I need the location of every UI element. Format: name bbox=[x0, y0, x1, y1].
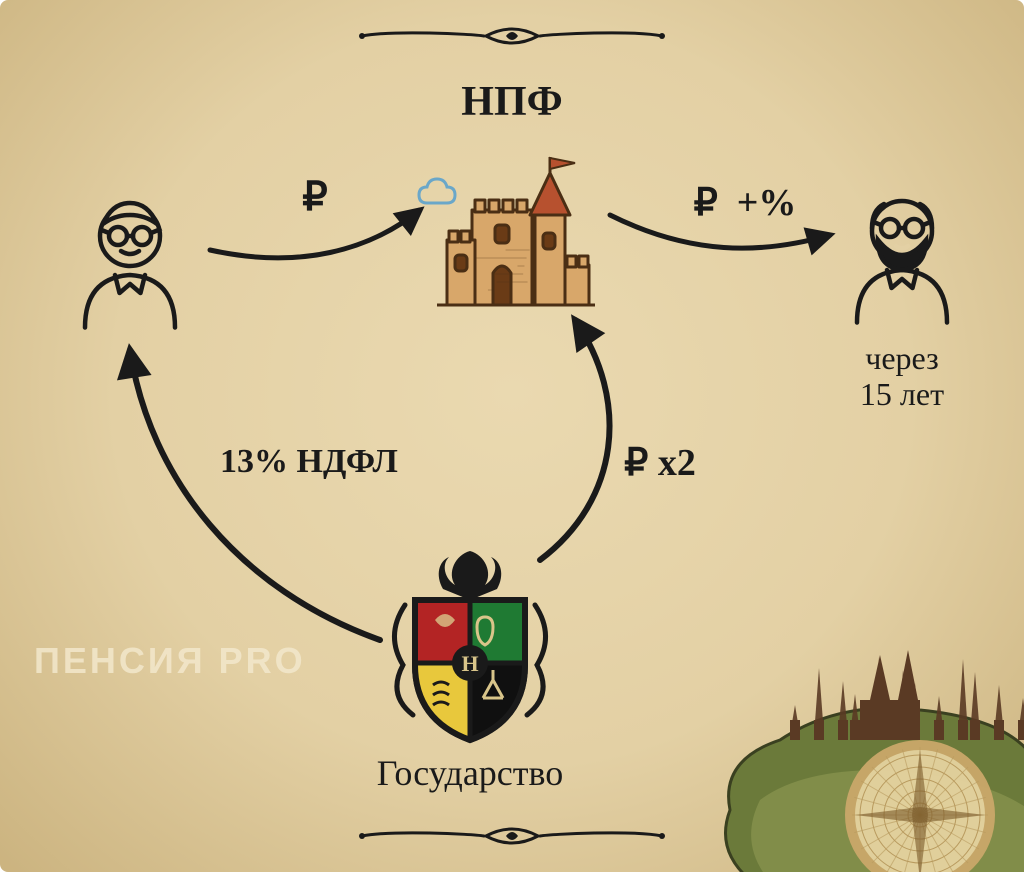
edge-label-npf_to_old: ₽ +% bbox=[665, 180, 825, 225]
npf-castle-icon bbox=[417, 155, 607, 315]
npf-title: НПФ bbox=[432, 78, 592, 126]
person-old-label-2: 15 лет bbox=[822, 376, 982, 413]
state-crest-icon: H bbox=[385, 545, 555, 755]
edge-label-young_to_npf: ₽ bbox=[235, 173, 395, 220]
watermark-part2: PRO bbox=[219, 640, 306, 681]
person-old-label: через bbox=[822, 340, 982, 377]
ornament bbox=[359, 829, 665, 843]
map-decoration-icon bbox=[720, 600, 1024, 872]
edge-state_to_young bbox=[130, 350, 380, 640]
watermark-part1: ПЕНСИЯ bbox=[34, 640, 219, 681]
watermark: ПЕНСИЯ PRO bbox=[34, 640, 306, 682]
diagram-canvas: ₽ ₽ +% 13% НДФЛ ₽ x2 через15 лет НПФ H Государс… bbox=[0, 0, 1024, 872]
state-title: Государство bbox=[330, 752, 610, 794]
edge-label-state_to_npf: ₽ x2 bbox=[580, 440, 740, 485]
edge-label-state_to_young: 13% НДФЛ bbox=[220, 443, 380, 481]
person-young-icon bbox=[55, 185, 205, 335]
svg-text:H: H bbox=[461, 651, 478, 676]
person-old-icon bbox=[827, 180, 977, 330]
ornament bbox=[359, 29, 665, 43]
